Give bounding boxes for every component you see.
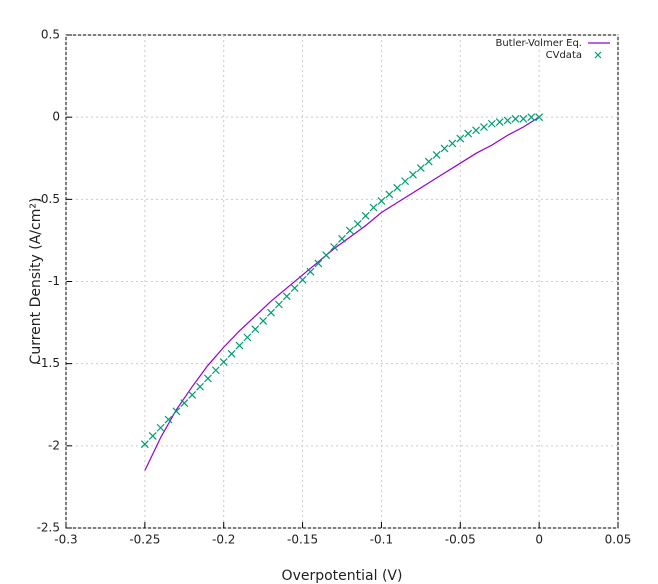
data-point (188, 390, 197, 399)
data-point (503, 116, 512, 125)
data-point (290, 284, 299, 292)
x-tick-label: -0.15 (287, 533, 318, 547)
data-point (369, 203, 378, 212)
data-point (314, 259, 323, 268)
data-point (472, 126, 480, 135)
data-point (464, 129, 473, 138)
data-point (393, 183, 402, 192)
data-point (448, 139, 457, 148)
data-point (487, 119, 496, 128)
data-point (140, 440, 149, 449)
data-point (180, 399, 189, 408)
data-point (219, 358, 228, 366)
data-point (259, 317, 268, 325)
data-point (156, 423, 165, 432)
data-point (519, 114, 528, 123)
x-tick-label: -0.2 (212, 533, 235, 547)
data-point (511, 114, 520, 123)
y-axis-label: Current Density (A/cm²) (28, 198, 44, 365)
data-point (345, 226, 354, 235)
x-tick-label: -0.3 (54, 533, 77, 547)
data-point (456, 134, 465, 143)
data-point (306, 267, 315, 276)
y-tick-label: -1.5 (37, 356, 60, 370)
x-tick-label: -0.25 (129, 533, 160, 547)
data-point (432, 151, 441, 159)
data-point (409, 170, 417, 179)
data-point (274, 300, 283, 309)
data-point (535, 113, 544, 122)
x-tick-label: 0.05 (605, 533, 632, 547)
data-point (298, 275, 307, 284)
data-point (401, 177, 410, 186)
data-point (377, 197, 386, 205)
legend-swatch (594, 51, 602, 59)
data-point (416, 164, 425, 173)
y-tick-label: -2 (48, 438, 60, 452)
data-point (235, 341, 244, 350)
data-point (251, 325, 260, 334)
data-point (440, 144, 449, 153)
data-point (164, 415, 173, 424)
data-point (322, 251, 331, 260)
data-point (282, 292, 291, 301)
data-point (204, 374, 212, 383)
data-point (353, 220, 362, 228)
data-point (267, 308, 275, 317)
data-point (148, 432, 157, 440)
data-point (424, 157, 433, 166)
data-point (361, 211, 370, 220)
y-tick-label: 0.5 (41, 28, 60, 42)
x-tick-label: 0 (535, 533, 543, 547)
data-point (385, 190, 394, 199)
data-point (227, 349, 236, 358)
x-tick-label: -0.1 (370, 533, 393, 547)
data-point (243, 333, 252, 342)
legend-label: CVdata (546, 50, 582, 61)
x-axis-label: Overpotential (V) (282, 568, 403, 584)
data-point (338, 234, 346, 243)
data-point (330, 243, 339, 251)
x-tick-label: -0.05 (445, 533, 476, 547)
data-point (172, 407, 181, 416)
data-point (527, 113, 536, 122)
data-point (495, 118, 504, 127)
y-tick-label: 0 (52, 110, 60, 124)
y-tick-label: -2.5 (37, 521, 60, 535)
data-line (144, 116, 540, 471)
y-tick-label: -1 (48, 274, 60, 288)
data-point (196, 382, 204, 391)
data-point (211, 366, 220, 375)
legend-label: Butler-Volmer Eq. (495, 38, 582, 49)
data-point (480, 123, 488, 131)
y-tick-label: -0.5 (37, 192, 60, 206)
